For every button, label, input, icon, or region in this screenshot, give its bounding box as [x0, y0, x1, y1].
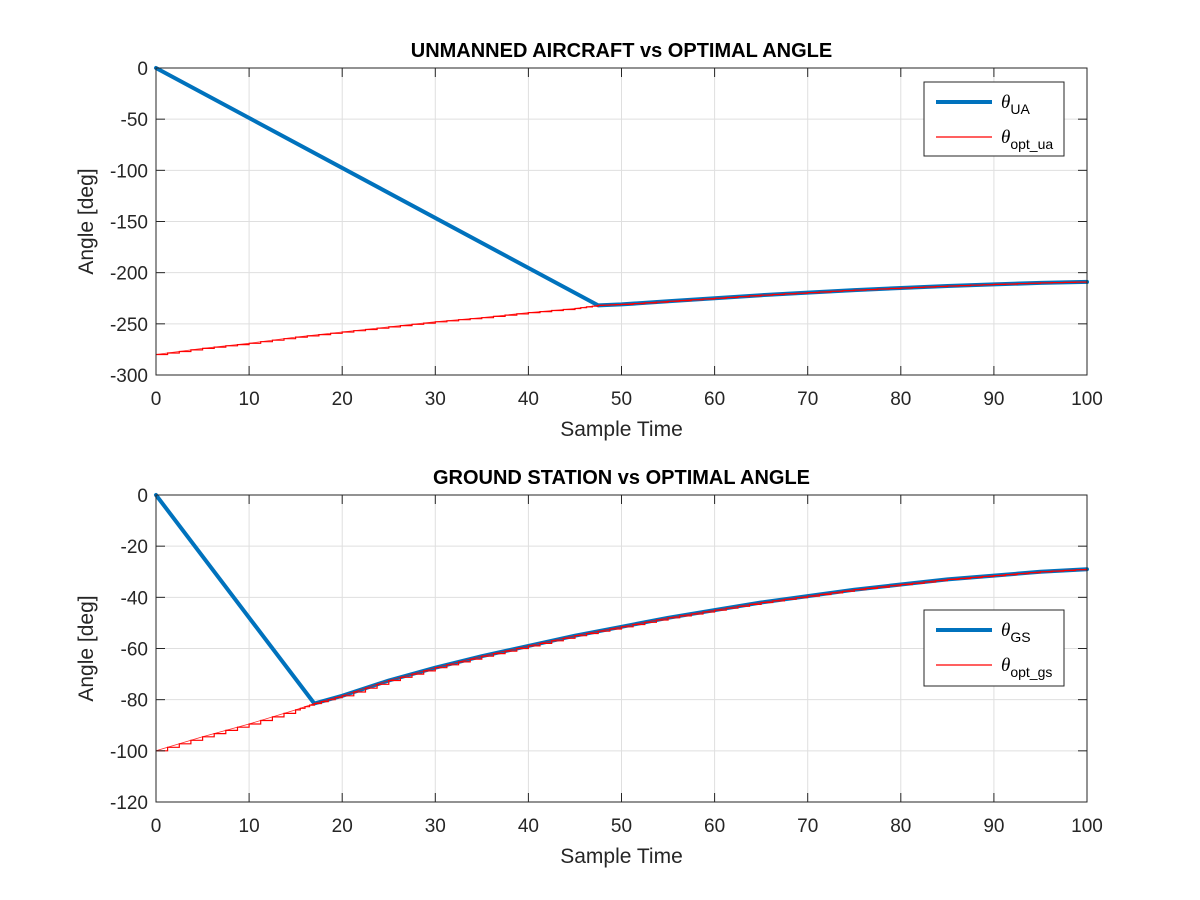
x-tick-label: 70 [797, 389, 818, 410]
legend-subscript: GS [1010, 629, 1030, 645]
x-axis-label: Sample Time [560, 845, 683, 868]
x-tick-label: 90 [983, 816, 1004, 837]
x-tick-label: 30 [425, 816, 446, 837]
x-tick-label: 40 [518, 389, 539, 410]
series-overlay-opt_gs [155, 568, 1088, 752]
chart-1: 0 10 20 30 40 50 60 70 80 90 100 0 -50 -100 -150 -200 -2… [75, 40, 1103, 441]
chart-2: 0 10 20 30 40 50 60 70 80 90 100 0 -20 -40 -60 -80 -100 -… [75, 467, 1103, 868]
x-tick-label: 10 [239, 816, 260, 837]
x-tick-label: 60 [704, 816, 725, 837]
x-tick-label: 40 [518, 816, 539, 837]
x-tick-label: 10 [239, 389, 260, 410]
x-tick-label: 0 [151, 816, 162, 837]
y-tick-label: -150 [110, 213, 148, 234]
y-tick-label: -300 [110, 366, 148, 387]
x-tick-label: 0 [151, 389, 162, 410]
y-tick-label: -40 [121, 588, 148, 609]
y-axis-label: Angle [deg] [75, 595, 98, 701]
y-tick-label: -20 [121, 537, 148, 558]
x-tick-label: 70 [797, 816, 818, 837]
x-tick-label: 100 [1071, 389, 1103, 410]
legend-box [923, 609, 1065, 687]
x-tick-label: 50 [611, 389, 632, 410]
legend-label-opt_ua: θopt_ua [1001, 127, 1053, 152]
x-tick-label: 80 [890, 816, 911, 837]
legend-box [923, 81, 1065, 157]
x-tick-label: 20 [332, 816, 353, 837]
x-tick-label: 60 [704, 389, 725, 410]
x-tick-label: 20 [332, 389, 353, 410]
y-tick-label: 0 [137, 486, 148, 507]
legend-subscript: UA [1010, 101, 1030, 117]
x-tick-label: 90 [983, 389, 1004, 410]
y-axis-label: Angle [deg] [75, 168, 98, 274]
x-tick-label: 50 [611, 816, 632, 837]
y-tick-label: -200 [110, 264, 148, 285]
legend-subscript: opt_ua [1010, 136, 1053, 152]
y-tick-label: -50 [121, 110, 148, 131]
x-tick-label: 100 [1071, 816, 1103, 837]
x-tick-label: 80 [890, 389, 911, 410]
x-tick-label: 30 [425, 389, 446, 410]
y-tick-label: -100 [110, 742, 148, 763]
y-tick-label: -120 [110, 793, 148, 814]
y-tick-label: -250 [110, 315, 148, 336]
legend-subscript: opt_gs [1010, 664, 1052, 680]
y-tick-label: -80 [121, 691, 148, 712]
chart-title: GROUND STATION vs OPTIMAL ANGLE [433, 467, 810, 489]
y-tick-label: -60 [121, 640, 148, 661]
y-tick-label: -100 [110, 161, 148, 182]
series-overlay-opt_ua [155, 281, 1088, 355]
y-tick-label: 0 [137, 59, 148, 80]
chart-title: UNMANNED AIRCRAFT vs OPTIMAL ANGLE [411, 40, 832, 62]
x-axis-label: Sample Time [560, 418, 683, 441]
